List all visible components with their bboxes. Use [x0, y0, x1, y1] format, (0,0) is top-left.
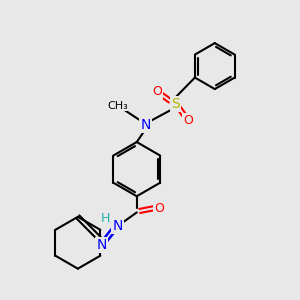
Text: O: O — [152, 85, 162, 98]
Text: S: S — [171, 98, 179, 111]
Text: N: N — [96, 238, 106, 252]
Text: H: H — [100, 212, 110, 225]
Text: N: N — [140, 118, 151, 132]
Text: CH₃: CH₃ — [107, 101, 128, 111]
Text: O: O — [183, 114, 193, 127]
Text: O: O — [154, 202, 164, 214]
Text: N: N — [112, 219, 123, 233]
